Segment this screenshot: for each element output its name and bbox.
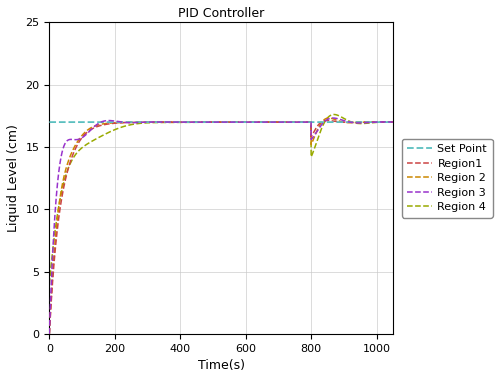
Region 2 <box>250 120 256 124</box>
Region 2 <box>326 116 332 120</box>
Region 4 <box>301 120 307 124</box>
Region 4 <box>390 120 396 124</box>
Line: Region1: Region1 <box>50 121 393 334</box>
Region 2 <box>320 119 326 124</box>
Region 2 <box>264 120 270 124</box>
Line: Region 4: Region 4 <box>50 114 393 284</box>
Region 2 <box>301 120 307 124</box>
Region1 <box>46 332 52 336</box>
Set Point <box>64 120 70 124</box>
Region1 <box>390 120 396 124</box>
Region 3 <box>330 116 336 120</box>
Region1 <box>324 118 330 123</box>
Region 2 <box>170 120 176 124</box>
Region 3 <box>250 120 256 124</box>
Region 2 <box>46 332 52 336</box>
Y-axis label: Liquid Level (cm): Liquid Level (cm) <box>7 124 20 232</box>
Line: Region 2: Region 2 <box>50 118 393 334</box>
Region 3 <box>320 122 326 126</box>
Region 4 <box>46 282 52 286</box>
Set Point <box>390 120 396 124</box>
Set Point <box>46 120 52 124</box>
Legend: Set Point, Region1, Region 2, Region 3, Region 4: Set Point, Region1, Region 2, Region 3, … <box>402 139 492 218</box>
Region1 <box>170 120 176 124</box>
Region1 <box>301 120 307 124</box>
Title: PID Controller: PID Controller <box>178 7 264 20</box>
Region 3 <box>264 120 270 124</box>
Region 4 <box>170 120 176 125</box>
Region 3 <box>46 332 52 336</box>
Region 4 <box>64 171 70 175</box>
Region1 <box>264 120 270 124</box>
Region 2 <box>64 164 70 169</box>
Region 4 <box>320 124 326 129</box>
Line: Region 3: Region 3 <box>50 118 393 334</box>
Region 4 <box>250 120 256 124</box>
Set Point <box>170 120 176 124</box>
Region 3 <box>64 139 70 144</box>
Region 2 <box>390 120 396 124</box>
Set Point <box>320 120 326 124</box>
Region1 <box>64 172 70 177</box>
Region 4 <box>264 120 270 124</box>
Region 3 <box>170 120 176 124</box>
Region 4 <box>331 112 337 117</box>
Region1 <box>320 119 326 124</box>
Set Point <box>264 120 270 124</box>
Region 3 <box>301 120 307 124</box>
X-axis label: Time(s): Time(s) <box>198 359 244 372</box>
Set Point <box>301 120 307 124</box>
Set Point <box>250 120 256 124</box>
Region 3 <box>390 120 396 124</box>
Region1 <box>250 120 256 124</box>
